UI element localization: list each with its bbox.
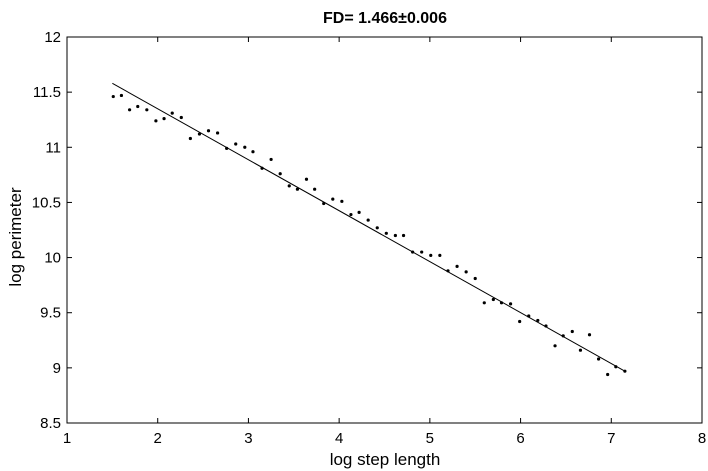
data-point [197, 132, 202, 136]
data-point [287, 184, 291, 188]
data-point [188, 136, 192, 141]
y-tick-label: 11 [45, 139, 61, 156]
y-tick-label: 9 [53, 360, 61, 377]
data-point [251, 150, 255, 154]
data-point [393, 233, 397, 238]
data-point [527, 314, 531, 318]
x-tick-label: 3 [244, 430, 252, 447]
data-point [606, 372, 610, 377]
y-tick-label: 10.5 [32, 194, 61, 211]
fit-line [112, 82, 626, 372]
x-tick-label: 4 [335, 430, 343, 447]
data-point [136, 104, 140, 109]
y-axis-label: log perimeter [6, 187, 25, 287]
data-point [366, 218, 370, 222]
x-tick-label: 7 [607, 430, 615, 447]
data-point [349, 212, 353, 217]
data-point [179, 115, 183, 120]
data-point [587, 333, 592, 337]
data-point [322, 201, 326, 206]
data-point [446, 269, 450, 273]
data-point [145, 108, 149, 112]
data-point [596, 357, 601, 361]
data-point [206, 129, 211, 133]
data-point [499, 301, 504, 305]
data-point [438, 253, 442, 257]
data-point [482, 301, 486, 305]
data-point [544, 324, 548, 328]
data-point [553, 344, 557, 348]
y-tick-label: 12 [44, 29, 61, 46]
data-point [411, 250, 415, 254]
data-point [304, 177, 309, 181]
data-point [491, 297, 495, 302]
data-point [234, 142, 238, 146]
data-points [111, 93, 627, 377]
y-tick-label: 8.5 [40, 415, 61, 432]
x-tick-label: 8 [698, 430, 706, 447]
data-point [215, 131, 220, 135]
data-point [154, 119, 158, 123]
y-tick-label: 11.5 [33, 84, 61, 101]
plot-area-frame [66, 36, 703, 424]
data-point [170, 111, 174, 115]
axis-ticks [66, 36, 703, 424]
data-point [401, 233, 406, 238]
data-point [313, 187, 317, 191]
data-point [260, 166, 264, 170]
data-point [127, 108, 132, 112]
data-point [420, 250, 424, 254]
data-point [331, 197, 335, 201]
data-point [340, 199, 344, 203]
data-point [375, 226, 379, 230]
data-point [384, 231, 388, 235]
data-point [225, 146, 229, 150]
data-point [357, 210, 361, 214]
x-tick-label: 6 [516, 430, 524, 447]
x-tick-label: 1 [63, 430, 71, 447]
data-point [429, 253, 433, 257]
data-point [508, 302, 513, 306]
data-point [111, 94, 115, 99]
data-point [623, 369, 627, 373]
data-point [162, 117, 166, 121]
chart-title: FD= 1.466±0.006 [323, 10, 447, 27]
data-point [243, 145, 247, 149]
data-point [464, 270, 468, 274]
data-point [278, 172, 282, 176]
x-tick-label: 5 [426, 430, 434, 447]
y-tick-label: 10 [44, 250, 61, 267]
x-tick-label: 2 [154, 430, 162, 447]
data-point [536, 318, 540, 323]
data-point [269, 157, 273, 162]
data-point [295, 187, 300, 191]
data-point [473, 276, 477, 281]
data-point [455, 264, 459, 268]
data-point [570, 329, 574, 334]
data-point [561, 334, 565, 338]
y-tick-label: 9.5 [40, 305, 61, 322]
data-point [119, 93, 124, 98]
data-point [614, 365, 618, 369]
x-axis-label: log step length [330, 450, 441, 469]
data-point [578, 348, 583, 352]
data-point [518, 319, 522, 324]
